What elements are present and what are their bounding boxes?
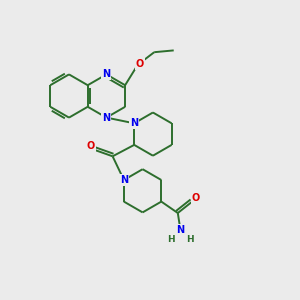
Text: H: H [186, 236, 194, 244]
Text: N: N [102, 112, 110, 123]
Text: O: O [86, 141, 94, 151]
Text: O: O [136, 59, 144, 69]
Text: N: N [102, 69, 110, 80]
Text: N: N [176, 225, 184, 235]
Text: N: N [130, 118, 138, 128]
Text: O: O [192, 193, 200, 203]
Text: H: H [167, 236, 174, 244]
Text: N: N [120, 175, 128, 185]
